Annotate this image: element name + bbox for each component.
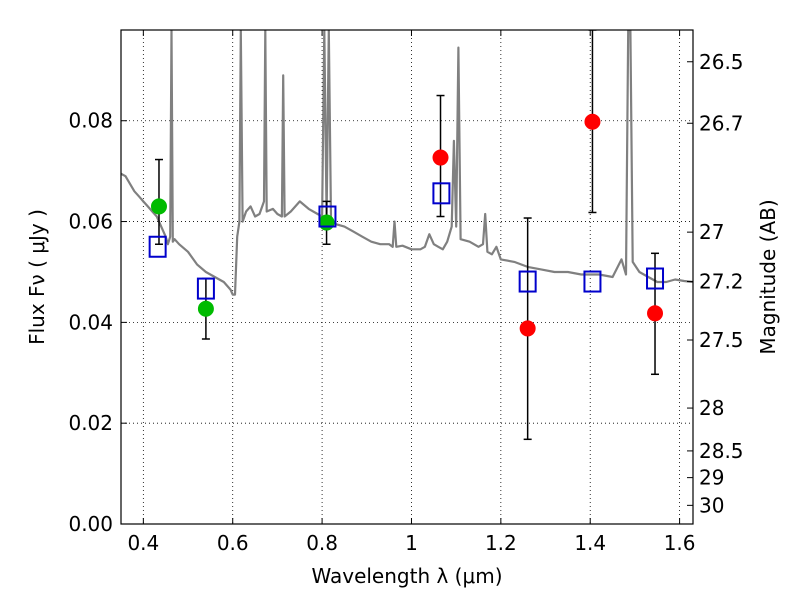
model-flux-square xyxy=(148,235,167,258)
y2-tick-label: 26.5 xyxy=(699,50,744,74)
observed-flux-point xyxy=(150,198,167,215)
model-flux-square xyxy=(196,277,215,300)
y2-tick-label: 30 xyxy=(699,493,724,517)
observed-flux-point xyxy=(647,305,664,322)
model-flux-square xyxy=(518,270,537,293)
model-flux-square xyxy=(583,270,602,293)
x-tick-label: 0.4 xyxy=(127,531,159,555)
observed-flux-point xyxy=(584,113,601,130)
observed-flux-point xyxy=(197,300,214,317)
observed-flux-point xyxy=(432,149,449,166)
y2-tick-label: 28 xyxy=(699,396,724,420)
y2-tick-label: 28.5 xyxy=(699,439,744,463)
y2-tick-label: 27.2 xyxy=(699,270,744,294)
y2-axis-title: Magnitude (AB) xyxy=(756,199,780,354)
y2-tick-label: 29 xyxy=(699,466,724,490)
axis-ticks: 0.4 0.6 0.8 1 1.2 1.4 1.6 0.00 0.02 0.04 0.06 0.08 2… xyxy=(68,30,744,555)
model-spectrum-line xyxy=(121,30,693,296)
x-tick-label: 1.6 xyxy=(664,531,696,555)
x-tick-label: 0.8 xyxy=(306,531,338,555)
y-axis-title: Flux Fν ( μJy ) xyxy=(25,209,49,345)
y-tick-label: 0.08 xyxy=(68,109,113,133)
observed-flux-point xyxy=(519,320,536,337)
x-tick-label: 0.6 xyxy=(217,531,249,555)
x-axis-title: Wavelength λ (μm) xyxy=(311,564,502,588)
x-tick-label: 1.2 xyxy=(485,531,517,555)
y-tick-label: 0.04 xyxy=(68,310,113,334)
y2-tick-label: 27 xyxy=(699,220,724,244)
x-tick-label: 1 xyxy=(405,531,418,555)
plot-area xyxy=(121,30,693,441)
y-tick-label: 0.00 xyxy=(68,512,113,536)
observed-flux-point xyxy=(318,214,335,231)
y-tick-label: 0.06 xyxy=(68,210,113,234)
y-tick-label: 0.02 xyxy=(68,411,113,435)
plot-frame xyxy=(120,29,694,525)
model-flux-square xyxy=(646,267,665,290)
y2-tick-label: 27.5 xyxy=(699,328,744,352)
model-flux-square xyxy=(318,205,337,228)
x-tick-label: 1.4 xyxy=(574,531,606,555)
model-flux-square xyxy=(432,182,451,205)
y2-tick-label: 26.7 xyxy=(699,111,744,135)
